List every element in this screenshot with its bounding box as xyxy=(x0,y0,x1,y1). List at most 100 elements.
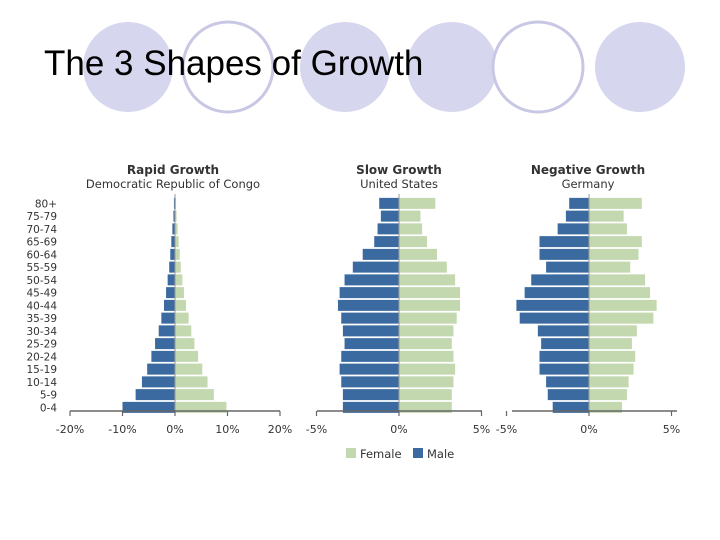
age-group-label: 55-59 xyxy=(26,262,57,274)
female-bar xyxy=(399,350,454,362)
female-bar xyxy=(175,312,189,324)
male-bar xyxy=(341,376,399,388)
male-bar xyxy=(172,223,175,235)
male-bar xyxy=(339,363,399,375)
age-group-label: 60-64 xyxy=(26,249,57,261)
male-bar xyxy=(539,350,589,362)
male-bar xyxy=(546,261,589,273)
panel-title: Rapid Growth xyxy=(127,163,219,177)
male-bar xyxy=(342,389,399,401)
male-bar xyxy=(339,287,399,299)
female-bar xyxy=(399,274,456,286)
male-bar xyxy=(161,312,175,324)
female-bar xyxy=(175,248,180,260)
panel-title: Slow Growth xyxy=(356,163,442,177)
female-bar xyxy=(175,274,183,286)
x-tick-label: -20% xyxy=(56,423,84,436)
female-bar xyxy=(399,299,461,311)
male-bar xyxy=(519,312,589,324)
female-bar xyxy=(399,236,428,248)
male-bar xyxy=(167,274,175,286)
female-bar xyxy=(589,312,654,324)
decor-circle xyxy=(491,20,585,114)
female-bar xyxy=(589,401,622,413)
x-tick-label: -10% xyxy=(108,423,136,436)
male-bar xyxy=(524,287,589,299)
male-bar xyxy=(170,248,175,260)
female-bar xyxy=(175,401,227,413)
female-bar xyxy=(589,389,627,401)
male-bar xyxy=(531,274,589,286)
female-bar xyxy=(589,236,642,248)
male-bar xyxy=(380,210,399,222)
female-bar xyxy=(175,236,179,248)
female-bar xyxy=(589,210,624,222)
female-bar xyxy=(589,197,642,209)
legend-swatch-male xyxy=(413,448,423,458)
age-group-label: 35-39 xyxy=(26,313,57,325)
decor-circle xyxy=(407,22,497,112)
male-bar xyxy=(342,401,399,413)
male-bar xyxy=(374,236,399,248)
male-bar xyxy=(569,197,589,209)
male-bar xyxy=(539,248,589,260)
legend-label-female: Female xyxy=(360,447,402,461)
female-bar xyxy=(589,248,639,260)
panel-subtitle: Germany xyxy=(562,177,615,191)
female-bar xyxy=(589,376,629,388)
female-bar xyxy=(175,376,208,388)
male-bar xyxy=(341,350,399,362)
female-bar xyxy=(589,223,627,235)
male-bar xyxy=(344,274,399,286)
female-bar xyxy=(589,338,632,350)
x-tick-label: 5% xyxy=(473,423,490,436)
female-bar xyxy=(175,210,177,222)
decor-circle xyxy=(83,22,173,112)
age-group-label: 30-34 xyxy=(26,326,57,338)
x-tick-label: -5% xyxy=(306,423,327,436)
female-bar xyxy=(175,389,214,401)
female-bar xyxy=(175,287,184,299)
female-bar xyxy=(399,389,452,401)
male-bar xyxy=(537,325,589,337)
male-bar xyxy=(546,376,589,388)
male-bar xyxy=(173,210,175,222)
male-bar xyxy=(362,248,399,260)
female-bar xyxy=(399,223,423,235)
age-group-label: 80+ xyxy=(35,198,57,210)
male-bar xyxy=(565,210,589,222)
female-bar xyxy=(399,325,454,337)
male-bar xyxy=(169,261,175,273)
panel-title: Negative Growth xyxy=(531,163,645,177)
male-bar xyxy=(344,338,399,350)
male-bar xyxy=(341,312,399,324)
age-group-label: 45-49 xyxy=(26,288,57,300)
female-bar xyxy=(589,299,657,311)
male-bar xyxy=(547,389,589,401)
female-bar xyxy=(175,223,178,235)
male-bar xyxy=(155,338,175,350)
female-bar xyxy=(399,197,436,209)
x-tick-label: 10% xyxy=(215,423,239,436)
age-group-label: 5-9 xyxy=(40,390,57,402)
x-tick-label: 5% xyxy=(663,423,680,436)
female-bar xyxy=(399,401,452,413)
male-bar xyxy=(552,401,589,413)
age-group-label: 40-44 xyxy=(26,300,57,312)
age-group-label: 0-4 xyxy=(40,402,57,414)
legend-label-male: Male xyxy=(427,447,454,461)
age-group-label: 25-29 xyxy=(26,339,57,351)
female-bar xyxy=(589,363,634,375)
decor-circle xyxy=(181,20,275,114)
male-bar xyxy=(541,338,589,350)
female-bar xyxy=(399,363,456,375)
male-bar xyxy=(158,325,175,337)
panel-subtitle: United States xyxy=(360,177,438,191)
male-bar xyxy=(122,401,175,413)
age-group-label: 65-69 xyxy=(26,237,57,249)
male-bar xyxy=(342,325,399,337)
female-bar xyxy=(175,363,203,375)
x-tick-label: 20% xyxy=(268,423,292,436)
age-group-label: 70-74 xyxy=(26,224,57,236)
